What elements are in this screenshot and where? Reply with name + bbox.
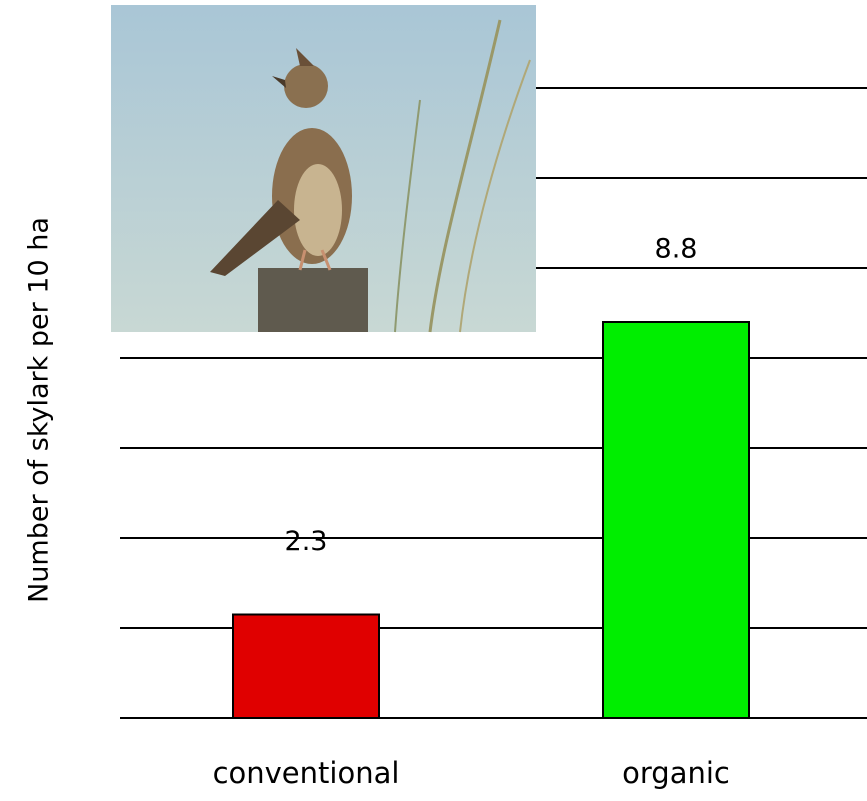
bar — [603, 322, 749, 718]
skylark-photo — [111, 5, 536, 332]
x-tick-label: conventional — [213, 756, 400, 790]
bar — [233, 615, 379, 719]
page: {"chart_data": {"type": "bar", "y_label"… — [0, 0, 867, 801]
chart: 2.3 8.8 Number of skylark per 10 ha conve… — [0, 0, 867, 801]
y-axis-label: Number of skylark per 10 ha — [24, 217, 55, 603]
x-tick-label: organic — [622, 756, 730, 790]
value-label: 8.8 — [655, 234, 698, 265]
value-label: 2.3 — [285, 526, 328, 557]
